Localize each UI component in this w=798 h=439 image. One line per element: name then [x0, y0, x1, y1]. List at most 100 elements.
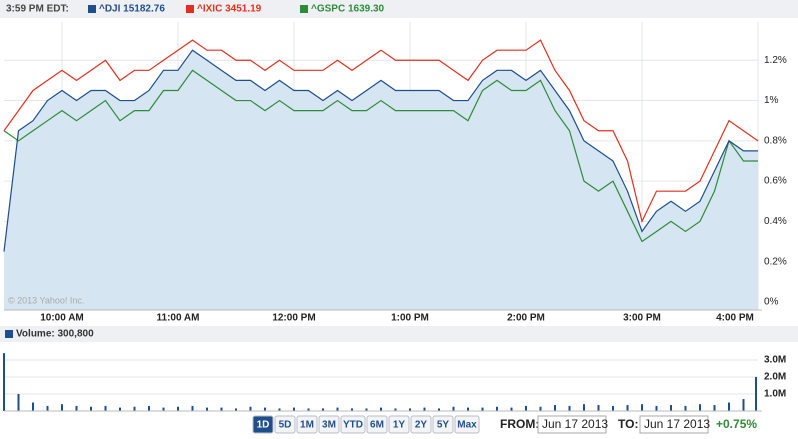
- volume-bar: [220, 407, 223, 411]
- volume-bar: [597, 405, 600, 411]
- volume-bar: [467, 407, 469, 411]
- range-button-label[interactable]: 1Y: [393, 420, 406, 431]
- to-label: TO:: [618, 417, 638, 431]
- volume-bar: [423, 407, 426, 411]
- volume-bar: [655, 405, 658, 411]
- series-line: [3, 49, 758, 252]
- volume-bar: [612, 405, 614, 411]
- volume-bar: [249, 406, 252, 411]
- volume-bar: [293, 407, 295, 411]
- from-label: FROM:: [500, 417, 539, 431]
- y-tick-label: 0.6%: [764, 176, 787, 187]
- volume-bar: [626, 405, 629, 411]
- legend-label: ^DJI 15182.76: [99, 4, 165, 15]
- y-tick-label: 1.2%: [764, 55, 787, 66]
- volume-bar: [264, 407, 266, 411]
- range-button[interactable]: [296, 415, 318, 434]
- timestamp: 3:59 PM EDT:: [6, 4, 69, 15]
- volume-bar: [351, 408, 353, 411]
- series-line: [3, 69, 758, 243]
- volume-bar: [336, 407, 339, 411]
- range-button-label[interactable]: 2Y: [415, 420, 428, 431]
- volume-bar: [148, 405, 150, 411]
- y-tick-label: 1.0M: [764, 389, 786, 400]
- volume-bar: [728, 402, 730, 411]
- volume-bar: [17, 393, 20, 411]
- volume-bar: [133, 406, 136, 411]
- volume-bar: [206, 407, 208, 411]
- range-button-label[interactable]: 6M: [370, 420, 384, 431]
- copyright: © 2013 Yahoo! Inc.: [8, 295, 84, 305]
- volume-bar: [46, 405, 49, 411]
- to-input[interactable]: [639, 415, 709, 434]
- from-input[interactable]: [537, 415, 607, 434]
- legend-swatch: [186, 5, 194, 13]
- volume-bar: [583, 404, 585, 411]
- range-button[interactable]: [252, 415, 274, 434]
- to-value[interactable]: Jun 17 2013: [644, 417, 710, 431]
- header-bar: [0, 0, 798, 18]
- y-tick-label: 1%: [764, 95, 779, 106]
- volume-bar: [742, 399, 745, 411]
- volume-bar: [510, 407, 513, 411]
- volume-bar: [162, 407, 165, 411]
- volume-bar: [525, 405, 527, 411]
- volume-bar: [438, 408, 440, 411]
- from-value[interactable]: Jun 17 2013: [542, 417, 608, 431]
- legend-label: ^IXIC 3451.19: [197, 4, 262, 15]
- range-button-label[interactable]: Max: [457, 420, 477, 431]
- volume-bar: [452, 406, 455, 411]
- legend-swatch: [5, 330, 13, 338]
- volume-bar: [481, 407, 484, 411]
- volume-bar: [394, 408, 397, 411]
- range-button-label[interactable]: 3M: [322, 420, 336, 431]
- volume-bar: [699, 404, 701, 411]
- range-button[interactable]: [366, 415, 388, 434]
- y-tick-label: 0.2%: [764, 256, 787, 267]
- y-tick-label: 0.8%: [764, 135, 787, 146]
- volume-bar: [235, 408, 237, 411]
- range-button[interactable]: [340, 415, 366, 434]
- range-button-label[interactable]: 5Y: [437, 420, 450, 431]
- x-tick-label: 12:00 PM: [272, 313, 315, 324]
- volume-bar: [32, 402, 34, 411]
- volume-bar: [90, 406, 92, 411]
- volume-bar: [278, 408, 281, 411]
- volume-bar: [177, 406, 179, 411]
- volume-bar: [409, 408, 411, 411]
- volume-bar: [713, 405, 716, 411]
- volume-bar: [191, 405, 194, 411]
- volume-bar: [568, 405, 571, 411]
- volume-bar: [670, 405, 672, 411]
- y-tick-label: 0%: [764, 297, 779, 308]
- range-button-label[interactable]: YTD: [343, 420, 363, 431]
- x-tick-label: 4:00 PM: [716, 313, 754, 324]
- volume-bar: [641, 404, 643, 411]
- range-button[interactable]: [454, 415, 480, 434]
- volume-bar: [3, 353, 5, 411]
- range-button-label[interactable]: 1D: [257, 420, 270, 431]
- volume-bar: [496, 406, 498, 411]
- range-button[interactable]: [318, 415, 340, 434]
- volume-bar: [75, 405, 78, 411]
- y-tick-label: 2.0M: [764, 372, 786, 383]
- legend-label: ^GSPC 1639.30: [311, 4, 385, 15]
- legend-swatch: [88, 5, 96, 13]
- range-button-label[interactable]: 5D: [279, 420, 292, 431]
- volume-bar: [365, 408, 368, 411]
- volume-bar: [307, 408, 310, 411]
- volume-bar: [684, 405, 687, 411]
- volume-bar: [322, 408, 324, 411]
- range-button[interactable]: [432, 415, 454, 434]
- change: +0.75%: [716, 417, 757, 431]
- y-tick-label: 3.0M: [764, 355, 786, 366]
- volume-label: Volume: 300,800: [16, 329, 94, 340]
- range-button[interactable]: [274, 415, 296, 434]
- range-button-label[interactable]: 1M: [300, 420, 314, 431]
- range-button[interactable]: [410, 415, 432, 434]
- range-button[interactable]: [388, 415, 410, 434]
- volume-bar: [380, 407, 382, 411]
- x-tick-label: 2:00 PM: [507, 313, 545, 324]
- volume-bar: [755, 376, 757, 411]
